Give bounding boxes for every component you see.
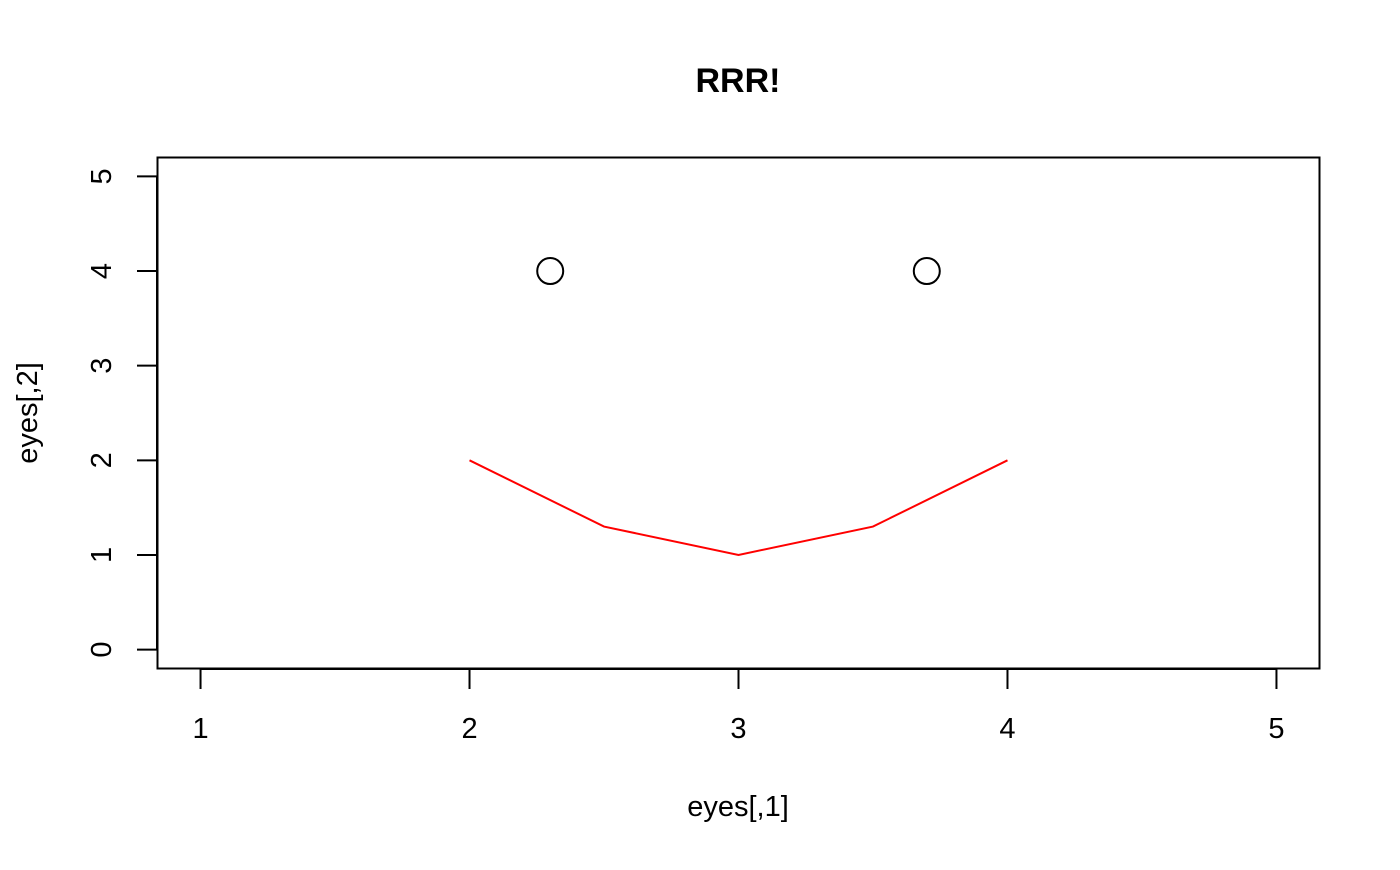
plot-frame [156, 156, 1321, 670]
chart-title: RRR! [696, 62, 781, 100]
y-tick-label: 0 [86, 642, 118, 658]
eye-point [536, 257, 565, 286]
x-tick-label: 4 [999, 713, 1015, 745]
x-tick-label: 2 [461, 713, 477, 745]
y-tick-label: 1 [86, 547, 118, 563]
x-tick-label: 3 [730, 713, 746, 745]
y-tick-label: 4 [86, 263, 118, 279]
x-tick-label: 5 [1268, 713, 1284, 745]
y-tick-label: 5 [86, 168, 118, 184]
smile-line [469, 459, 1008, 556]
y-tick-label: 3 [86, 358, 118, 374]
series-layer [469, 257, 1008, 556]
y-tick-label: 2 [86, 452, 118, 468]
y-axis-label: eyes[,2] [12, 362, 44, 464]
eye-point [912, 257, 941, 286]
x-axis-label: eyes[,1] [687, 791, 789, 823]
x-axis: 1 2 3 4 5 [192, 668, 1285, 745]
y-axis: 0 1 2 3 4 5 [86, 168, 158, 658]
x-tick-label: 1 [192, 713, 208, 745]
